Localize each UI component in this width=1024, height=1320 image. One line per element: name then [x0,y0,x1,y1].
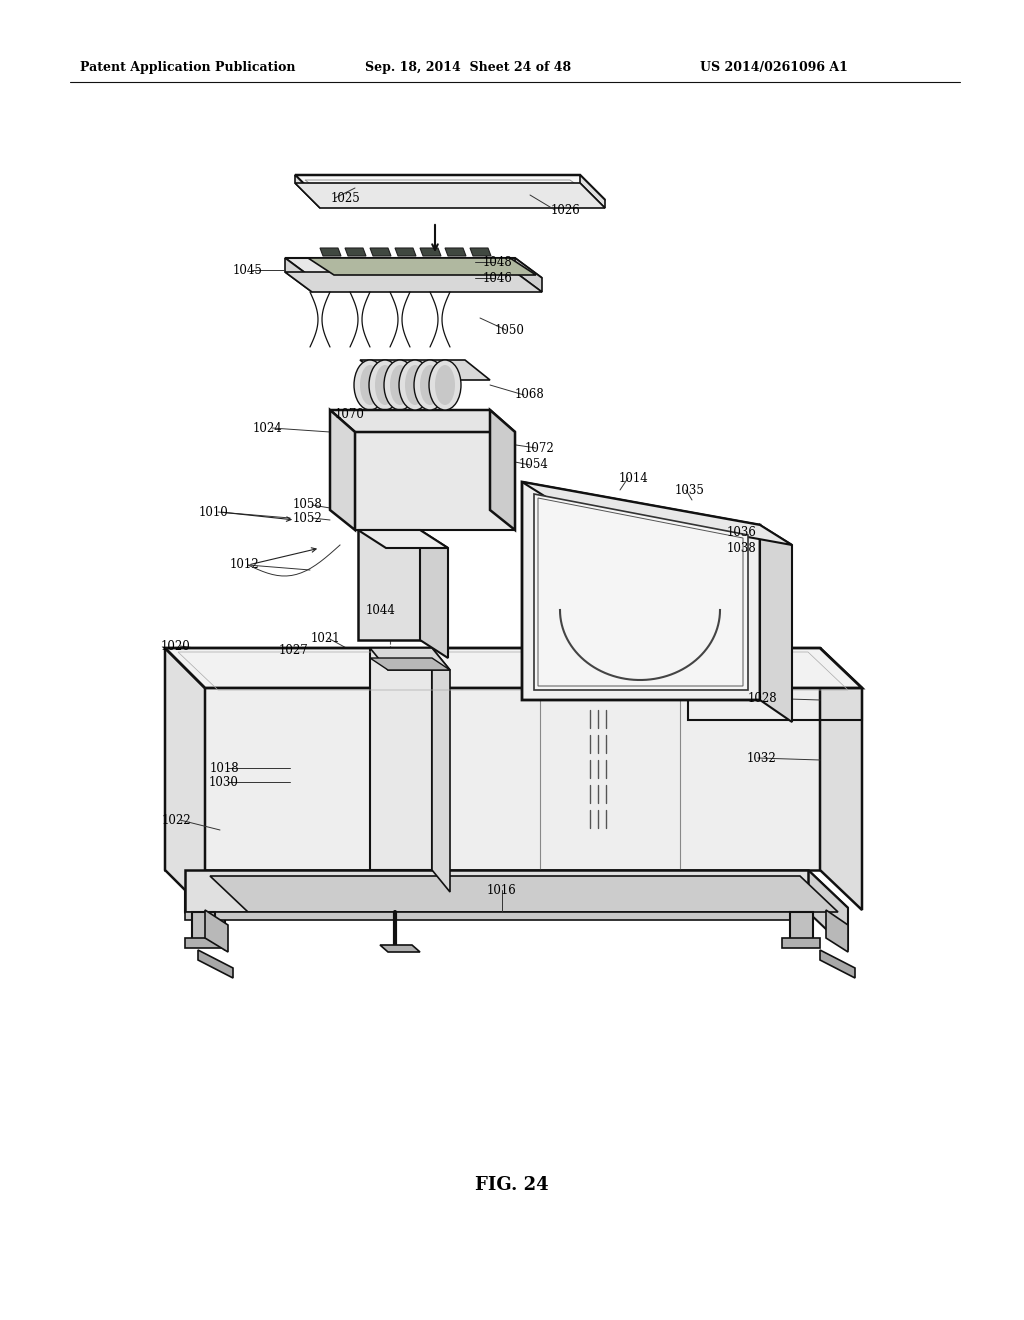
Text: 1072: 1072 [525,441,555,454]
Text: 1028: 1028 [748,692,777,705]
Polygon shape [330,411,515,432]
Text: 1020: 1020 [160,639,189,652]
Polygon shape [295,183,605,209]
Ellipse shape [369,360,401,411]
Polygon shape [165,648,205,909]
Text: 1068: 1068 [515,388,545,401]
Polygon shape [198,950,233,978]
Polygon shape [185,912,808,920]
Text: 1050: 1050 [495,323,525,337]
Ellipse shape [435,366,455,405]
Polygon shape [395,248,416,256]
Text: 1027: 1027 [279,644,308,656]
Polygon shape [285,272,542,292]
Polygon shape [295,176,605,201]
Polygon shape [445,248,466,256]
Text: 1045: 1045 [233,264,263,276]
Polygon shape [210,876,838,912]
Polygon shape [308,257,536,275]
Text: 1010: 1010 [198,506,228,519]
Text: 1016: 1016 [487,883,517,896]
Text: 1052: 1052 [293,511,323,524]
Text: 1070: 1070 [335,408,365,421]
Polygon shape [432,648,820,870]
Text: 1024: 1024 [253,421,283,434]
Text: 1038: 1038 [727,541,757,554]
Text: 1035: 1035 [675,483,705,496]
Text: 1058: 1058 [293,499,323,511]
Text: 1054: 1054 [519,458,549,471]
Polygon shape [355,432,515,531]
Polygon shape [185,939,222,948]
Polygon shape [345,248,366,256]
Polygon shape [370,248,391,256]
Polygon shape [185,870,808,912]
Polygon shape [490,411,515,531]
Polygon shape [820,950,855,978]
Polygon shape [380,945,420,952]
Polygon shape [580,176,605,209]
Polygon shape [782,939,820,948]
Ellipse shape [429,360,461,411]
Text: 1026: 1026 [550,203,580,216]
Text: 1032: 1032 [748,751,777,764]
Text: 1036: 1036 [727,525,757,539]
Polygon shape [285,257,312,292]
Polygon shape [165,648,370,870]
Text: 1030: 1030 [209,776,239,788]
Ellipse shape [375,366,395,405]
Ellipse shape [420,366,440,405]
Polygon shape [432,648,450,892]
Text: 1022: 1022 [161,813,190,826]
Polygon shape [522,482,760,700]
Polygon shape [358,531,449,548]
Polygon shape [470,248,490,256]
Polygon shape [185,870,848,908]
Text: Sep. 18, 2014  Sheet 24 of 48: Sep. 18, 2014 Sheet 24 of 48 [365,62,571,74]
Polygon shape [360,360,490,380]
Text: US 2014/0261096 A1: US 2014/0261096 A1 [700,62,848,74]
Polygon shape [370,657,450,671]
Polygon shape [295,176,319,209]
Polygon shape [820,648,862,909]
Text: Patent Application Publication: Patent Application Publication [80,62,296,74]
Text: 1025: 1025 [330,191,359,205]
Ellipse shape [406,366,425,405]
Polygon shape [420,531,449,657]
Polygon shape [808,870,848,950]
Polygon shape [205,909,228,952]
Text: 1046: 1046 [483,272,513,285]
Text: 1014: 1014 [620,471,649,484]
Text: 1048: 1048 [483,256,513,268]
Ellipse shape [354,360,386,411]
Text: 1044: 1044 [366,603,396,616]
Polygon shape [193,912,215,940]
Polygon shape [760,525,792,722]
Polygon shape [826,909,848,952]
Polygon shape [370,648,432,870]
Text: 1012: 1012 [229,558,259,572]
Polygon shape [522,482,792,545]
Text: 1021: 1021 [310,631,340,644]
Polygon shape [358,531,420,640]
Ellipse shape [399,360,431,411]
Ellipse shape [414,360,446,411]
Ellipse shape [384,360,416,411]
Polygon shape [534,494,748,690]
Polygon shape [285,257,542,279]
Polygon shape [370,648,450,671]
Polygon shape [515,257,542,292]
Polygon shape [165,648,862,688]
Polygon shape [185,870,225,950]
Text: FIG. 24: FIG. 24 [475,1176,549,1195]
Polygon shape [330,411,355,531]
Polygon shape [790,912,813,940]
Polygon shape [420,248,441,256]
Ellipse shape [360,366,380,405]
Ellipse shape [390,366,410,405]
Text: 1018: 1018 [209,762,239,775]
Polygon shape [319,248,341,256]
